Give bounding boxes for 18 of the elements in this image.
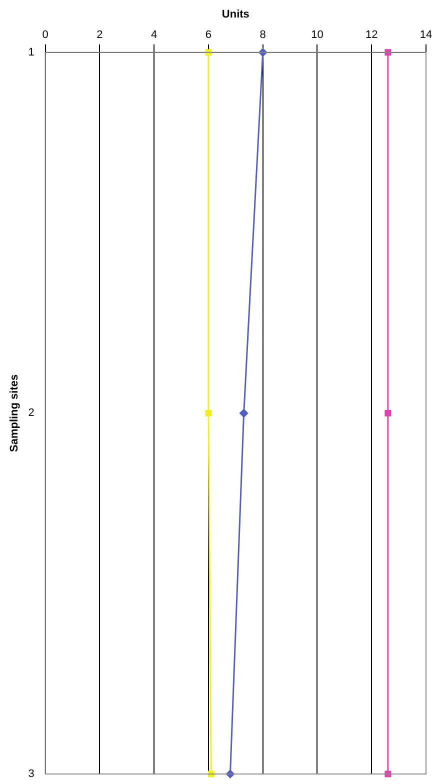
x-tick-label: 14 [420, 28, 432, 41]
x-tick-label: 12 [365, 28, 378, 41]
x-tick-label: 4 [151, 28, 158, 41]
x-axis-title: Units [222, 8, 250, 21]
x-tick-label: 0 [42, 28, 48, 41]
x-tick-label: 10 [311, 28, 324, 41]
x-tick-label: 2 [96, 28, 103, 41]
x-tick-label: 6 [205, 28, 212, 41]
point [384, 49, 392, 56]
y-tick-label: 3 [28, 768, 34, 780]
y-tick-label: 1 [28, 46, 34, 58]
y-axis-title: Sampling sites [8, 374, 21, 452]
y-tick-label: 2 [28, 407, 34, 420]
x-tick-label: 8 [260, 28, 266, 41]
point [240, 408, 248, 418]
point [205, 49, 212, 56]
point [384, 410, 392, 416]
point [205, 410, 212, 416]
